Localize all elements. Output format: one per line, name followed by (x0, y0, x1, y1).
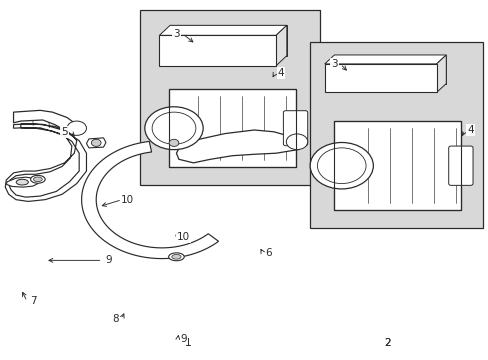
Polygon shape (6, 177, 38, 187)
Ellipse shape (168, 253, 184, 261)
Polygon shape (176, 130, 300, 163)
Circle shape (317, 148, 366, 184)
Circle shape (152, 112, 196, 144)
Polygon shape (436, 55, 446, 93)
Circle shape (67, 121, 86, 135)
Ellipse shape (171, 255, 181, 259)
Text: 9: 9 (105, 255, 111, 265)
Text: 9: 9 (180, 334, 186, 344)
Text: 1: 1 (185, 338, 191, 347)
Bar (309, 42, 482, 228)
Polygon shape (159, 35, 276, 66)
Text: 4: 4 (467, 125, 473, 135)
Polygon shape (276, 25, 286, 66)
Text: 10: 10 (121, 195, 134, 204)
Text: 10: 10 (177, 232, 190, 242)
Polygon shape (169, 89, 295, 167)
FancyBboxPatch shape (448, 146, 472, 185)
Text: 7: 7 (30, 296, 36, 306)
Text: 8: 8 (112, 314, 119, 324)
Text: 5: 5 (61, 127, 68, 137)
Polygon shape (334, 121, 460, 210)
Text: 4: 4 (277, 68, 284, 78)
Circle shape (309, 143, 372, 189)
Polygon shape (324, 55, 446, 64)
Text: 1: 1 (185, 338, 191, 347)
Polygon shape (170, 25, 286, 56)
Polygon shape (5, 124, 86, 202)
Circle shape (169, 139, 179, 147)
Text: 6: 6 (265, 248, 271, 258)
Polygon shape (324, 64, 436, 93)
Circle shape (286, 134, 307, 150)
FancyBboxPatch shape (283, 111, 307, 146)
Polygon shape (334, 55, 446, 84)
Ellipse shape (16, 179, 28, 185)
Text: 3: 3 (330, 59, 337, 69)
Text: 2: 2 (384, 338, 390, 347)
Text: 2: 2 (384, 338, 390, 347)
Circle shape (144, 107, 203, 150)
Polygon shape (81, 141, 218, 258)
Polygon shape (14, 111, 79, 135)
Polygon shape (86, 138, 106, 148)
Ellipse shape (33, 177, 42, 181)
Ellipse shape (30, 175, 45, 183)
Circle shape (91, 139, 101, 147)
Bar (140, 10, 319, 185)
Polygon shape (164, 138, 183, 148)
Polygon shape (159, 25, 286, 35)
Text: 3: 3 (173, 28, 180, 39)
